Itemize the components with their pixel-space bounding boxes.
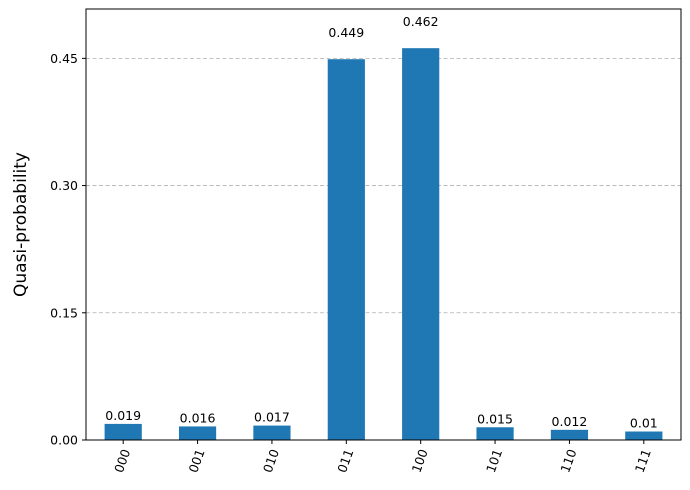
value-label-001: 0.016 bbox=[180, 410, 216, 425]
y-tick-label: 0.30 bbox=[50, 178, 78, 193]
x-tick-label-011: 011 bbox=[334, 447, 356, 475]
value-label-100: 0.462 bbox=[403, 14, 439, 29]
bar-001 bbox=[178, 426, 217, 440]
value-label-011: 0.449 bbox=[328, 25, 364, 40]
y-tick-label: 0.45 bbox=[50, 51, 78, 66]
plot-frame bbox=[85, 8, 682, 441]
x-tick-label-001: 001 bbox=[185, 447, 207, 475]
x-axis-ticks: 000 001 010 011 100 101 110 111 bbox=[111, 440, 654, 475]
bar-010 bbox=[253, 425, 291, 440]
bar-000 bbox=[104, 423, 142, 440]
value-label-101: 0.015 bbox=[477, 411, 513, 426]
bar-101 bbox=[476, 427, 514, 440]
bars bbox=[104, 48, 663, 441]
x-tick-label-111: 111 bbox=[632, 447, 654, 475]
value-label-111: 0.01 bbox=[630, 416, 658, 431]
x-tick-label-101: 101 bbox=[483, 447, 505, 475]
value-label-110: 0.012 bbox=[552, 414, 588, 429]
value-label-010: 0.017 bbox=[254, 410, 290, 425]
bar-100 bbox=[402, 48, 440, 440]
value-labels: 0.019 0.016 0.017 0.449 0.462 0.015 0.012 0.01 bbox=[105, 14, 657, 430]
grid-lines bbox=[86, 57, 681, 314]
x-tick-label-110: 110 bbox=[557, 447, 579, 475]
y-tick-label: 0.15 bbox=[50, 305, 78, 320]
y-axis-title: Quasi-probability bbox=[11, 152, 31, 297]
bar-011 bbox=[327, 59, 365, 441]
bar-110 bbox=[550, 429, 589, 440]
bar-111 bbox=[625, 431, 663, 440]
y-tick-label: 0.00 bbox=[50, 433, 78, 448]
x-tick-label-000: 000 bbox=[111, 447, 133, 475]
x-tick-label-100: 100 bbox=[409, 447, 431, 475]
value-label-000: 0.019 bbox=[105, 408, 141, 423]
x-tick-label-010: 010 bbox=[260, 447, 282, 475]
y-axis-ticks: 0.00 0.15 0.30 0.45 bbox=[50, 51, 86, 448]
